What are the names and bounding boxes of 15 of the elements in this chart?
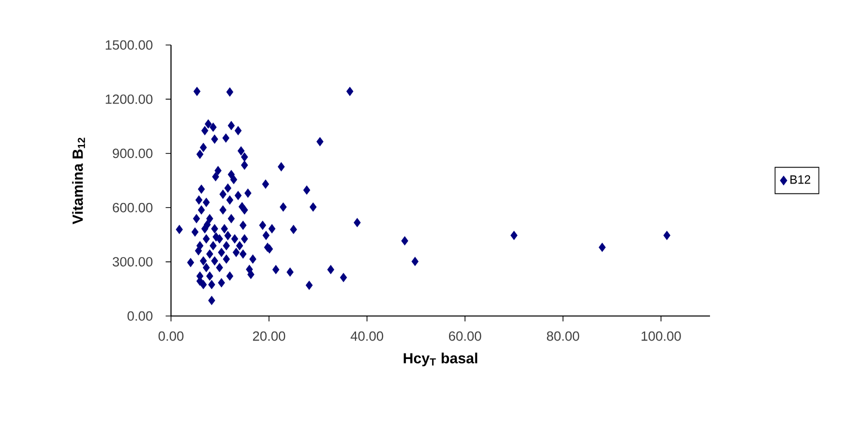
x-tick-label: 40.00 bbox=[350, 331, 384, 341]
x-tick-label: 80.00 bbox=[546, 331, 580, 341]
y-tick-label: 0.00 bbox=[128, 311, 152, 321]
x-tick-label: 100.00 bbox=[642, 331, 681, 341]
x-tick-label: 20.00 bbox=[252, 331, 286, 341]
legend-label: B12 bbox=[790, 175, 810, 184]
x-axis-title: Hcy$_{T}$ basal bbox=[404, 352, 478, 366]
y-tick-label: 600.00 bbox=[112, 202, 152, 212]
y-tick-label: 1500.00 bbox=[106, 40, 152, 50]
x-tick-label: 60.00 bbox=[448, 331, 482, 341]
x-tick-label: 0.00 bbox=[158, 331, 184, 341]
y-axis-title: Vitamina B$_{12}$ bbox=[72, 138, 85, 224]
y-tick-label: 900.00 bbox=[112, 148, 152, 158]
y-tick-label: 300.00 bbox=[112, 257, 152, 267]
y-tick-label: 1200.00 bbox=[106, 94, 152, 104]
